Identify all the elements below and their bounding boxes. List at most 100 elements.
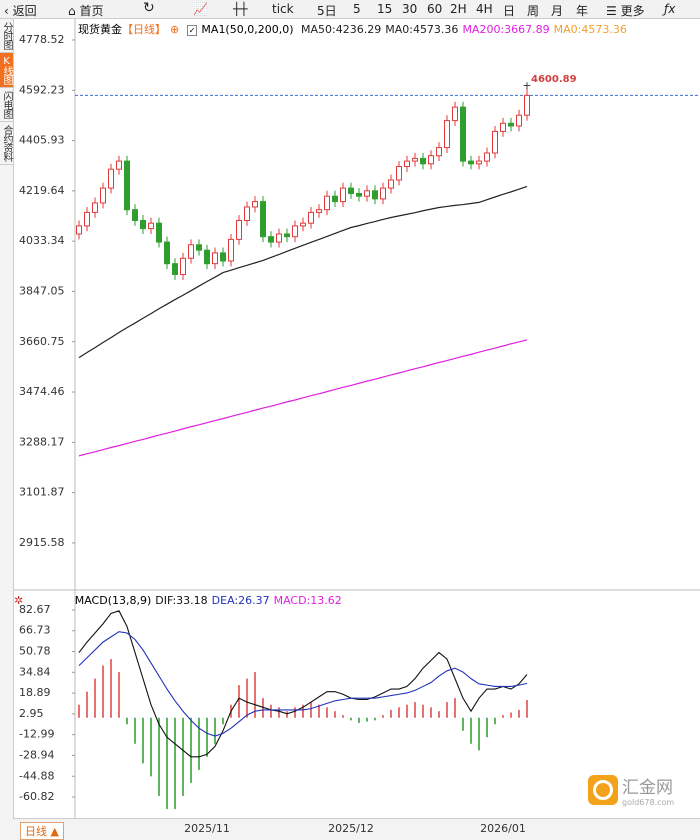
- candle-body: [388, 179, 394, 189]
- candle-body: [100, 187, 106, 204]
- candle-body: [92, 202, 98, 213]
- legend-item: DEA:26.37: [211, 594, 270, 607]
- y-tick-label: 3474.46: [19, 385, 65, 398]
- candle-body: [524, 94, 530, 116]
- main-legend: 现货黄金【日线】 ⊕ ✓ MA1(50,0,200,0) MA50:4236.29 M…: [78, 21, 631, 37]
- candle-body: [252, 201, 258, 208]
- legend-item: MA200:3667.89: [462, 23, 550, 36]
- more-button[interactable]: ☰ 更多: [606, 4, 645, 18]
- period-button[interactable]: 日: [503, 4, 516, 18]
- candle-body: [460, 106, 466, 162]
- candle-body: [148, 222, 154, 230]
- y-tick-label: 3288.17: [19, 435, 65, 448]
- y-tick-label: -28.94: [19, 748, 54, 761]
- candle-body: [340, 187, 346, 203]
- instrument: 现货黄金: [78, 23, 122, 36]
- candle-body: [436, 147, 442, 157]
- refresh-icon[interactable]: ↻: [143, 0, 155, 16]
- line-chart-icon[interactable]: 📈: [193, 2, 208, 16]
- period-button[interactable]: 30: [402, 2, 418, 16]
- high-label: 4600.89: [531, 74, 577, 85]
- candle-body: [332, 195, 338, 203]
- macd-title: MACD(13,8,9): [74, 594, 152, 607]
- candle-body: [356, 192, 362, 197]
- candle-body: [180, 257, 186, 275]
- sidebar-tab[interactable]: 分时图: [0, 19, 13, 53]
- macd-legend: ✲ MACD(13,8,9) DIF:33.18 DEA:26.37 MACD:13.…: [14, 594, 346, 607]
- period-button[interactable]: 月: [551, 4, 564, 18]
- candle-body: [508, 122, 514, 127]
- period-button[interactable]: 4H: [476, 2, 493, 16]
- candle-body: [220, 252, 226, 262]
- candle-body: [476, 160, 482, 165]
- y-tick-label: 34.84: [19, 665, 51, 678]
- back-button[interactable]: ‹ 返回: [4, 4, 37, 18]
- candle-body: [308, 211, 314, 224]
- candle-body: [484, 152, 490, 162]
- candle-body: [140, 219, 146, 230]
- legend-item: DIF:33.18: [155, 594, 208, 607]
- fx-button[interactable]: ƒx: [664, 2, 676, 16]
- candle-body: [452, 106, 458, 122]
- candle-body: [364, 190, 370, 197]
- y-tick-label: 66.73: [19, 624, 51, 637]
- more-label: 更多: [620, 4, 645, 18]
- brand-url: gold678.com: [622, 798, 675, 807]
- x-tick-label: 2025/11: [184, 822, 230, 835]
- candle-body: [372, 190, 378, 200]
- sidebar-tab[interactable]: 合约资料: [0, 122, 13, 165]
- toolbar: ‹ 返回 ⌂ 首页 ↻ 📈 ┼┼ tick ☰ 更多 ƒx 5日 5 15 30 60 2…: [0, 0, 700, 19]
- sidebar-tab[interactable]: 闪电图: [0, 88, 13, 122]
- candle-body: [228, 238, 234, 262]
- candle-body: [172, 263, 178, 275]
- period-button[interactable]: 年: [576, 4, 589, 18]
- candle-body: [196, 244, 202, 251]
- logo: [588, 775, 618, 805]
- candle-body: [492, 130, 498, 154]
- candle-body: [348, 187, 354, 194]
- period-button[interactable]: 5日: [317, 4, 337, 18]
- candle-body: [292, 225, 298, 238]
- sidebar-tab[interactable]: K线图: [0, 53, 13, 88]
- period-button[interactable]: 周: [527, 4, 540, 18]
- candle-icon[interactable]: ┼┼: [233, 2, 248, 16]
- home-button[interactable]: ⌂ 首页: [68, 4, 104, 18]
- y-tick-label: 18.89: [19, 686, 51, 699]
- macd-settings-icon[interactable]: ✲: [14, 594, 24, 607]
- candle-body: [412, 157, 418, 162]
- back-label: 返回: [12, 4, 37, 18]
- sidebar: 分时图 K线图 闪电图 合约资料: [0, 19, 14, 819]
- candle-body: [164, 241, 170, 265]
- candle-body: [260, 201, 266, 238]
- y-tick-label: 4405.93: [19, 134, 65, 147]
- candle-body: [500, 122, 506, 132]
- settings-icon[interactable]: ⊕: [170, 23, 180, 36]
- legend-item: MACD:13.62: [273, 594, 342, 607]
- y-tick-label: 2.95: [19, 707, 44, 720]
- legend-item: MA50:4236.29: [301, 23, 382, 36]
- ma-toggle[interactable]: ✓: [186, 25, 198, 36]
- candle-body: [516, 114, 522, 127]
- candle-body: [420, 157, 426, 165]
- period: 【日线】: [122, 23, 166, 36]
- y-tick-label: 4592.23: [19, 83, 65, 96]
- y-tick-label: -60.82: [19, 790, 54, 803]
- indicator: MA1(50,0,200,0): [201, 23, 294, 36]
- period-button[interactable]: 2H: [450, 2, 467, 16]
- candle-body: [404, 160, 410, 167]
- period-button[interactable]: 5: [353, 2, 361, 16]
- y-tick-label: -12.99: [19, 728, 54, 741]
- high-marker: +: [522, 79, 531, 92]
- candle-body: [380, 187, 386, 200]
- period-button[interactable]: 15: [377, 2, 393, 16]
- period-button[interactable]: 60: [427, 2, 443, 16]
- tick-button[interactable]: tick: [272, 2, 294, 16]
- candle-body: [108, 168, 114, 189]
- legend-item: MA0:4573.36: [553, 23, 627, 36]
- ma-line: [78, 185, 528, 359]
- candle-body: [276, 233, 282, 243]
- y-tick-label: 3847.05: [19, 284, 65, 297]
- candle-body: [124, 160, 130, 211]
